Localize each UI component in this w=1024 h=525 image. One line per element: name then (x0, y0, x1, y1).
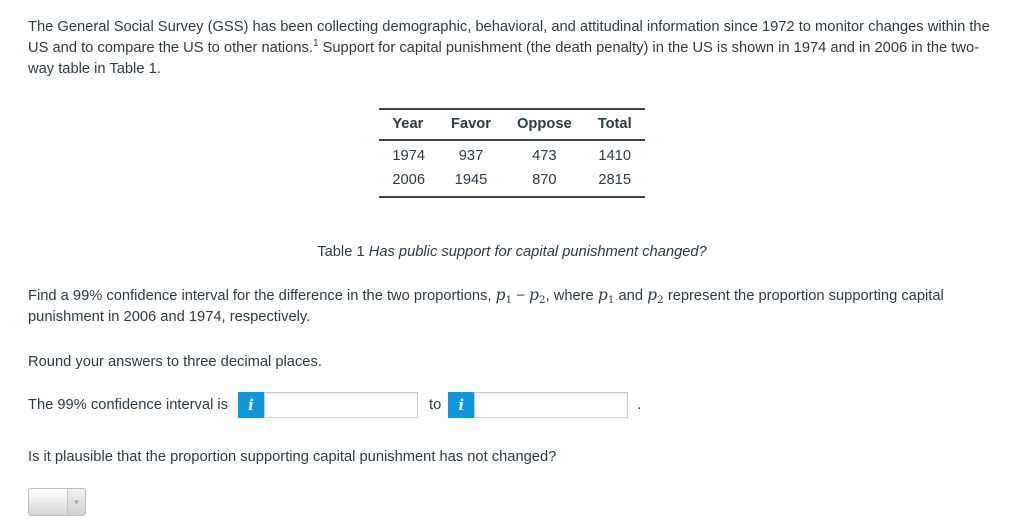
find-ci-paragraph: Find a 99% confidence interval for the d… (28, 285, 996, 328)
math-subscript: 2 (538, 294, 546, 306)
intro-text-1: The General Social Survey (GSS) has been… (28, 19, 990, 56)
table-cell-total: 1410 (598, 148, 632, 164)
chevron-down-icon: ▾ (67, 489, 85, 515)
table-cell-favor: 937 (458, 148, 484, 164)
find-text-3: , where (545, 288, 598, 304)
answer-dropdown[interactable]: ▾ (28, 488, 86, 516)
math-p2: p2 (647, 286, 664, 306)
intro-text-2: Support for capital punishment (the deat… (28, 40, 980, 77)
dropdown-selected-value (29, 489, 67, 515)
table-header-favor: Favor (451, 116, 491, 132)
math-subscript: 1 (505, 294, 513, 306)
table-cell-oppose: 870 (532, 172, 557, 188)
data-table: Year Favor Oppose Total 1974 937 473 141… (379, 108, 645, 198)
to-label: to (429, 397, 442, 413)
data-table-container: Year Favor Oppose Total 1974 937 473 141… (28, 108, 996, 198)
math-subscript: 2 (657, 294, 664, 306)
answer-row: The 99% confidence interval is i to i . (28, 391, 996, 419)
math-p2: p2 (528, 286, 546, 306)
table-header-year: Year (392, 116, 424, 132)
answer-label: The 99% confidence interval is (28, 397, 229, 413)
table-caption-label: Table 1 (317, 244, 365, 260)
table-cell-year: 2006 (392, 172, 425, 188)
table-caption-text: Has public support for capital punishmen… (368, 244, 707, 260)
table-row: 1974 937 473 1410 (379, 140, 644, 168)
math-symbol: p (528, 286, 539, 304)
table-header-total: Total (597, 116, 632, 132)
round-note: Round your answers to three decimal plac… (28, 354, 322, 370)
table-cell-favor: 1945 (454, 172, 488, 188)
find-text-4: and (614, 288, 648, 304)
find-text-5: represent the proportion supporting capi… (28, 288, 944, 325)
math-p1: p1 (495, 286, 513, 306)
table-cell-year: 1974 (392, 148, 425, 164)
period-label: . (637, 397, 642, 413)
math-symbol: p (647, 286, 658, 304)
table-header-oppose: Oppose (517, 116, 572, 132)
table-caption: Table 1 Has public support for capital p… (28, 242, 996, 263)
math-p1: p1 (597, 286, 615, 306)
ci-lower-input[interactable] (264, 392, 419, 418)
table-row: 2006 1945 870 2815 (379, 168, 644, 197)
info-icon[interactable]: i (238, 392, 265, 418)
find-text-1: Find a 99% confidence interval for the d… (28, 288, 496, 304)
info-icon[interactable]: i (448, 392, 475, 418)
table-header-row: Year Favor Oppose Total (379, 109, 645, 140)
footnote-superscript: 1 (312, 38, 319, 50)
ci-upper-input[interactable] (474, 392, 629, 418)
plausible-question: Is it plausible that the proportion supp… (28, 449, 557, 465)
math-symbol: p (495, 286, 506, 304)
table-cell-total: 2815 (598, 172, 632, 188)
find-text-2: − (512, 288, 529, 304)
math-symbol: p (597, 286, 608, 304)
intro-paragraph: The General Social Survey (GSS) has been… (28, 17, 996, 80)
math-subscript: 1 (607, 294, 615, 306)
table-cell-oppose: 473 (532, 148, 557, 164)
